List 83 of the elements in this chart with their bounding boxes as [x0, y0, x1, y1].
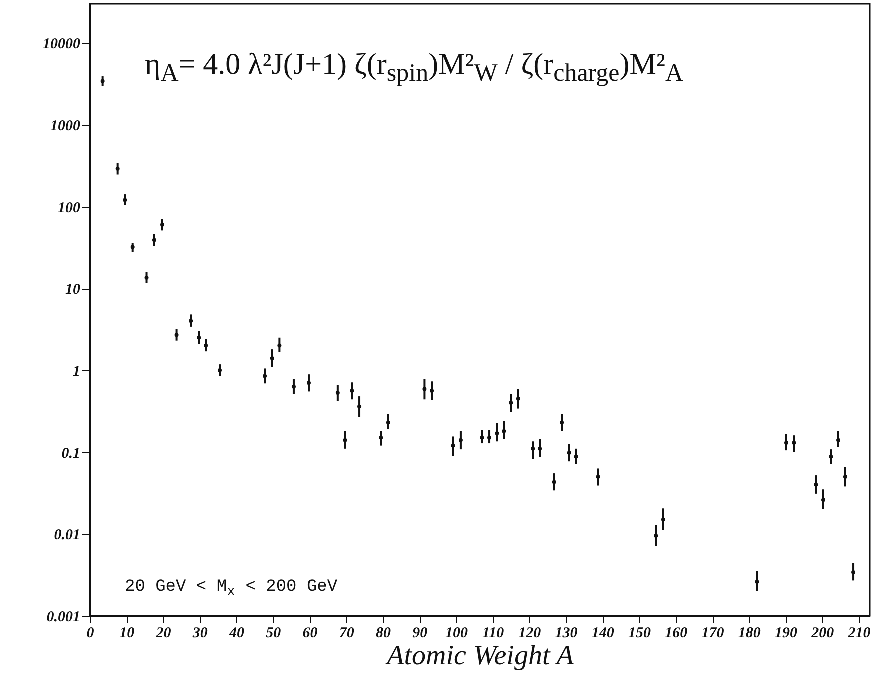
point	[278, 344, 282, 348]
point	[509, 401, 514, 406]
point	[488, 436, 492, 440]
point	[430, 389, 434, 394]
point	[422, 387, 427, 392]
y-tick-label: 1	[73, 364, 80, 380]
point	[654, 534, 658, 538]
x-tick-label: 200	[810, 626, 835, 642]
point	[596, 474, 600, 479]
x-tick-label: 170	[702, 626, 725, 642]
point	[130, 245, 135, 250]
point	[218, 368, 222, 372]
x-tick-label: 120	[518, 626, 542, 642]
y-tick-label: 10000	[43, 36, 81, 53]
point	[552, 480, 556, 484]
x-tick-label: 0	[86, 626, 95, 642]
x-axis-title: Atomic Weight A	[385, 640, 575, 672]
x-tick-label: 130	[555, 626, 578, 642]
point	[160, 222, 165, 227]
x-tick-label: 110	[482, 626, 505, 642]
point	[116, 166, 120, 171]
point	[836, 438, 841, 442]
point	[197, 336, 202, 340]
x-tick-label: 50	[266, 626, 282, 642]
point	[152, 238, 156, 242]
point	[661, 518, 666, 522]
annotation: 20 GeV < M$_{x}$ < 200 GeV	[125, 578, 338, 600]
x-tick-label: 60	[302, 626, 318, 642]
point	[174, 333, 179, 338]
point	[270, 356, 274, 360]
point	[263, 374, 268, 378]
point	[189, 319, 194, 324]
x-tick-label: 160	[665, 626, 688, 642]
point	[755, 580, 760, 584]
point	[567, 451, 572, 456]
point	[292, 384, 296, 389]
y-tick-label: 0.001	[46, 610, 80, 626]
x-tick-label: 90	[412, 626, 428, 642]
y-tick-label: 0.01	[54, 528, 80, 544]
x-tick-label: 180	[738, 626, 762, 642]
point	[451, 444, 456, 448]
x-tick-label: 40	[228, 626, 245, 642]
point	[336, 391, 340, 396]
point	[100, 79, 105, 84]
point	[538, 446, 542, 451]
x-tick-label: 150	[628, 626, 652, 642]
x-tick-label: 10	[120, 626, 136, 642]
point	[821, 498, 826, 502]
point	[829, 454, 834, 459]
point	[560, 420, 564, 425]
point	[531, 446, 536, 451]
point	[343, 438, 348, 442]
point	[784, 440, 789, 445]
x-tick-label: 80	[376, 626, 392, 642]
point	[123, 198, 128, 202]
x-tick-label: 210	[847, 626, 872, 642]
y-tick-label: 100	[58, 200, 81, 216]
x-tick-label: 70	[339, 626, 355, 642]
x-tick-label: 100	[445, 626, 468, 642]
text: η$_{A}$= 4.0 λ²J(J+1) ζ(r$_{spin}$)M²$_{W}$ / ζ(r$_{charge}$)M²$_{A}$	[145, 48, 684, 87]
point	[204, 344, 208, 348]
y-tick-label: 1000	[50, 118, 81, 134]
point	[458, 438, 463, 442]
point	[306, 381, 311, 386]
point	[379, 436, 384, 440]
point	[792, 440, 796, 445]
point	[350, 389, 354, 394]
y-tick-label: 0.1	[62, 446, 80, 462]
point	[814, 482, 818, 487]
point	[502, 429, 506, 434]
x-tick-label: 190	[775, 626, 798, 642]
x-tick-label: 30	[192, 626, 208, 642]
point	[480, 436, 484, 440]
x-tick-label: 140	[592, 626, 615, 642]
point	[495, 431, 500, 436]
x-tick-label: 20	[155, 626, 172, 642]
point	[516, 396, 520, 401]
y-tick-label: 10	[66, 282, 81, 298]
point	[144, 276, 149, 280]
point	[386, 420, 390, 425]
point	[843, 474, 848, 479]
point	[358, 404, 362, 409]
point	[574, 454, 578, 459]
